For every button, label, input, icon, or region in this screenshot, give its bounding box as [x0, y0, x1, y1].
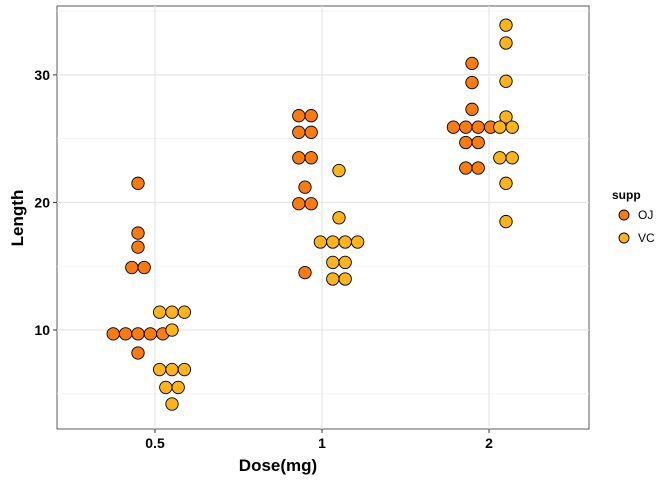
- x-tick-label: 2: [485, 435, 493, 451]
- legend: supp OJ VC: [612, 188, 655, 245]
- dot-oj-0.5: [131, 226, 145, 240]
- dot-vc-2: [499, 214, 513, 229]
- dot-oj-2: [459, 120, 473, 134]
- dot-oj-1: [304, 125, 318, 139]
- dot-vc-2: [499, 36, 513, 50]
- dot-oj-1: [304, 109, 318, 123]
- dot-vc-1: [326, 235, 340, 249]
- dot-vc-0.5: [152, 362, 167, 377]
- dot-oj-2: [471, 120, 485, 134]
- dot-vc-2: [493, 151, 507, 165]
- dot-vc-2: [499, 110, 513, 124]
- dot-vc-0.5: [165, 362, 179, 377]
- dot-oj-0.5: [131, 176, 145, 190]
- dot-layer: [106, 18, 519, 411]
- dot-vc-0.5: [165, 397, 179, 411]
- x-axis-ticks: 0.5 1 2: [145, 429, 493, 451]
- dot-vc-1: [326, 272, 340, 286]
- dot-oj-1: [292, 151, 306, 165]
- dot-vc-1: [332, 211, 346, 225]
- dot-vc-0.5: [165, 323, 179, 337]
- legend-key-vc: [618, 232, 630, 244]
- dot-vc-1: [338, 272, 352, 286]
- dot-oj-1: [292, 109, 306, 123]
- dot-oj-0.5: [131, 240, 145, 254]
- dot-oj-1: [292, 197, 306, 211]
- dot-oj-2: [471, 135, 485, 150]
- dot-oj-0.5: [137, 260, 151, 275]
- dot-oj-2: [459, 161, 473, 175]
- dot-vc-2: [499, 176, 513, 190]
- dot-oj-0.5: [118, 327, 133, 341]
- dot-vc-0.5: [165, 305, 179, 319]
- legend-label-oj: OJ: [638, 208, 653, 222]
- x-tick-label: 0.5: [145, 435, 165, 451]
- y-axis-title: Length: [8, 190, 27, 247]
- dot-vc-0.5: [152, 305, 167, 319]
- dot-vc-1: [350, 235, 365, 249]
- y-axis-ticks: 10 20 30: [34, 67, 57, 338]
- y-tick-label: 20: [34, 194, 50, 210]
- dot-vc-0.5: [171, 380, 185, 395]
- dot-vc-0.5: [159, 380, 173, 395]
- plot-panel: [56, 5, 590, 430]
- dot-oj-0.5: [106, 327, 120, 341]
- legend-key-oj: [618, 209, 630, 221]
- dot-oj-1: [298, 265, 312, 280]
- x-axis-title: Dose(mg): [239, 456, 317, 475]
- dot-oj-0.5: [131, 346, 145, 360]
- dot-oj-0.5: [125, 260, 139, 275]
- dot-vc-1: [332, 163, 346, 178]
- dot-vc-1: [338, 255, 352, 270]
- dot-oj-2: [465, 56, 479, 71]
- dot-oj-1: [304, 151, 318, 165]
- dot-vc-1: [313, 235, 328, 249]
- dot-oj-2: [465, 102, 479, 116]
- dot-oj-2: [459, 135, 473, 150]
- dot-vc-0.5: [177, 362, 192, 377]
- dot-vc-2: [505, 120, 519, 134]
- dot-oj-2: [446, 120, 461, 134]
- dot-vc-0.5: [177, 305, 192, 319]
- legend-title: supp: [612, 188, 641, 202]
- dot-vc-1: [338, 235, 352, 249]
- dot-oj-1: [304, 197, 318, 211]
- dot-vc-2: [505, 151, 519, 165]
- dot-oj-2: [465, 75, 479, 90]
- dot-oj-1: [298, 180, 312, 194]
- y-tick-label: 30: [34, 67, 50, 83]
- y-tick-label: 10: [34, 322, 50, 338]
- dot-oj-1: [292, 125, 306, 139]
- dot-oj-0.5: [143, 327, 158, 341]
- dot-oj-0.5: [131, 327, 145, 341]
- legend-label-vc: VC: [638, 231, 655, 245]
- dot-vc-2: [493, 120, 507, 134]
- dot-vc-1: [326, 255, 340, 270]
- dot-vc-2: [499, 74, 513, 88]
- dot-oj-2: [471, 161, 485, 175]
- dot-vc-2: [499, 18, 513, 32]
- x-tick-label: 1: [318, 435, 326, 451]
